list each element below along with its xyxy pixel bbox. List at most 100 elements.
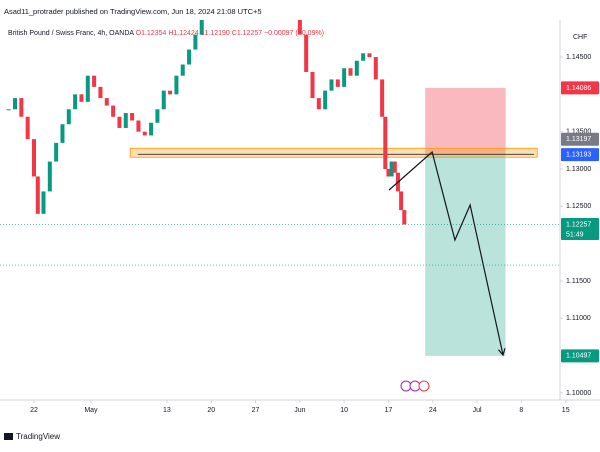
price-label-box xyxy=(561,132,599,146)
candle xyxy=(354,60,359,76)
candle xyxy=(31,139,36,177)
price-label-box xyxy=(561,81,599,95)
price-label-box xyxy=(561,349,599,363)
y-tick-label: 1.12500 xyxy=(566,203,591,210)
candle xyxy=(310,71,315,99)
y-tick-label: 1.13000 xyxy=(566,166,591,173)
price-label: 1.12257 xyxy=(566,221,591,228)
symbol-title: British Pound / Swiss Franc, 4h, OANDA xyxy=(8,30,134,37)
candle xyxy=(142,131,147,136)
candle xyxy=(85,75,90,102)
candle xyxy=(187,49,192,65)
candle xyxy=(66,109,71,125)
candle xyxy=(168,90,173,95)
x-tick-label: 20 xyxy=(207,407,215,414)
x-tick-label: 13 xyxy=(163,407,171,414)
candle xyxy=(149,122,154,136)
candle xyxy=(193,34,198,50)
supply-zone xyxy=(129,147,538,158)
event-icons xyxy=(400,380,430,392)
candle xyxy=(348,68,353,76)
price-label: 1.13197 xyxy=(566,136,591,143)
x-tick-label: Jul xyxy=(473,407,482,414)
x-tick-label: May xyxy=(84,407,98,414)
candle xyxy=(342,68,347,87)
candle xyxy=(130,113,135,121)
candle xyxy=(104,98,109,106)
x-tick-label: 27 xyxy=(252,407,260,414)
candle xyxy=(316,98,321,110)
projection-path xyxy=(388,150,504,356)
y-tick-label: 1.11000 xyxy=(566,315,591,322)
candle xyxy=(60,124,65,143)
candle xyxy=(373,57,378,80)
candle xyxy=(335,79,340,87)
target-zone xyxy=(425,154,506,356)
candle xyxy=(123,113,128,128)
candle xyxy=(297,20,302,35)
candle xyxy=(79,94,84,102)
candle xyxy=(98,86,103,99)
candle xyxy=(383,116,388,170)
x-tick-label: 10 xyxy=(340,407,348,414)
x-tick-label: 24 xyxy=(429,407,437,414)
y-tick-label: 1.14500 xyxy=(566,54,591,61)
candle xyxy=(367,53,372,58)
candle xyxy=(25,116,30,140)
candle xyxy=(117,116,122,128)
candle xyxy=(329,79,334,91)
candle xyxy=(386,169,391,177)
arrow-head xyxy=(497,348,506,357)
candle xyxy=(304,34,309,72)
candle xyxy=(92,75,97,87)
candle xyxy=(161,90,166,110)
candle xyxy=(35,176,40,214)
x-tick-label: 8 xyxy=(519,407,523,414)
candle xyxy=(13,98,18,110)
candle xyxy=(323,90,328,110)
candle xyxy=(402,210,407,225)
candle xyxy=(136,120,141,132)
candle xyxy=(361,53,366,61)
change: −0.00097 (−0.09%) xyxy=(264,30,324,37)
candle xyxy=(180,64,185,76)
legend: British Pound / Swiss Franc, 4h, OANDA O… xyxy=(8,30,324,37)
candle xyxy=(111,105,116,117)
candle xyxy=(6,109,11,111)
publisher: Asad11_protrader published on TradingVie… xyxy=(4,7,262,16)
price-label-box xyxy=(561,148,599,162)
stop-zone xyxy=(425,87,506,155)
footer: TradingView xyxy=(16,432,60,441)
price-label: 1.14086 xyxy=(566,85,591,92)
y-tick-label: 1.10000 xyxy=(566,390,591,397)
candle xyxy=(47,161,52,192)
candle xyxy=(399,191,404,211)
x-tick-label: Jun xyxy=(294,407,305,414)
candle xyxy=(174,75,179,95)
price-label: 1.13193 xyxy=(566,151,591,158)
candle xyxy=(199,20,204,35)
countdown: 51:49 xyxy=(566,231,584,238)
y-tick-label: 1.13500 xyxy=(566,129,591,136)
x-tick-label: 22 xyxy=(30,407,38,414)
y-tick-label: 1.11500 xyxy=(566,278,591,285)
plot-area xyxy=(0,20,560,356)
x-tick-label: 15 xyxy=(562,407,570,414)
candle xyxy=(73,94,78,110)
candle xyxy=(19,98,24,117)
currency: CHF xyxy=(573,34,587,41)
price-label: 1.10497 xyxy=(566,353,591,360)
candle xyxy=(392,161,397,173)
candle xyxy=(155,109,160,123)
candle xyxy=(41,191,46,214)
x-tick-label: 17 xyxy=(385,407,393,414)
candle xyxy=(380,79,385,117)
logo xyxy=(4,433,13,440)
axes: 1.14500 1.13500 1.13000 1.12500 1.11500 1.110… xyxy=(30,54,599,414)
price-label-box xyxy=(561,217,599,240)
candle xyxy=(54,142,59,162)
candle xyxy=(389,161,394,177)
ohlc: O1.12354 H1.12424 L1.12190 C1.12257 xyxy=(136,30,263,37)
